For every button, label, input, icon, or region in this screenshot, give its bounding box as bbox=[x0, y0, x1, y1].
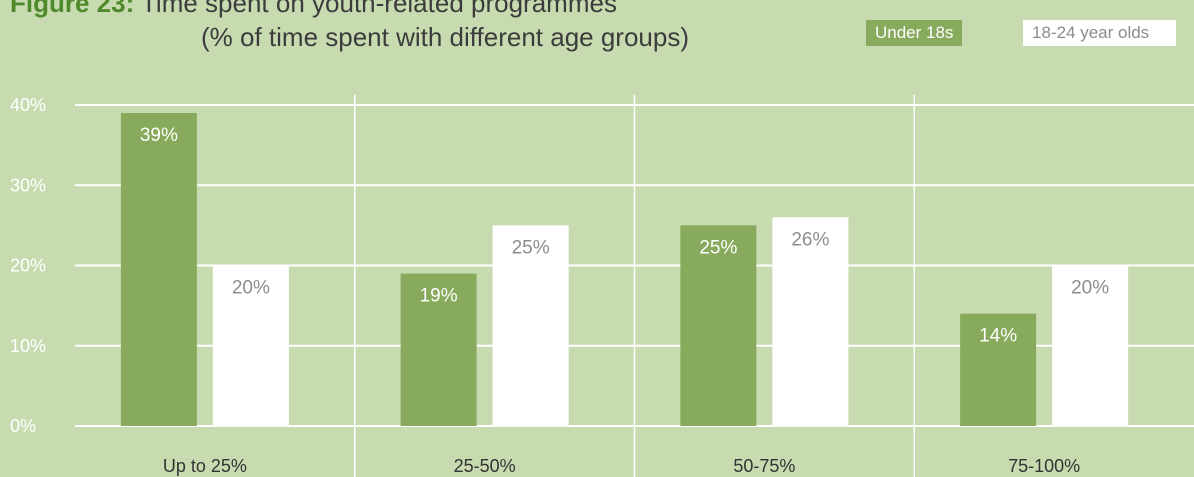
data-label: 14% bbox=[979, 326, 1017, 347]
bar-18-24-0 bbox=[212, 265, 289, 426]
data-label: 19% bbox=[420, 286, 458, 307]
data-label: 26% bbox=[791, 229, 829, 250]
y-tick-label: 20% bbox=[10, 256, 46, 276]
data-label: 20% bbox=[1071, 278, 1109, 299]
y-tick-label: 0% bbox=[10, 416, 36, 436]
data-label: 25% bbox=[699, 237, 737, 258]
data-label: 39% bbox=[140, 125, 178, 146]
legend-18-24: 18-24 year olds bbox=[1023, 20, 1176, 46]
title-line-2: (% of time spent with different age grou… bbox=[201, 22, 689, 52]
bar-under-18s-1 bbox=[400, 273, 477, 426]
title-text: Time spent on youth-related programmes bbox=[141, 0, 617, 18]
data-label: 25% bbox=[512, 237, 550, 258]
y-tick-label: 30% bbox=[10, 175, 46, 195]
figure-number: Figure 23: bbox=[10, 0, 135, 18]
y-tick-label: 40% bbox=[10, 95, 46, 115]
bar-under-18s-3 bbox=[960, 313, 1037, 426]
bar-18-24-3 bbox=[1052, 265, 1129, 426]
x-category-label: 25-50% bbox=[454, 456, 516, 476]
legend-under-18s: Under 18s bbox=[866, 20, 963, 46]
bar-under-18s-0 bbox=[120, 113, 197, 427]
title-line-1: Figure 23: Time spent on youth-related p… bbox=[10, 0, 617, 20]
bar-18-24-1 bbox=[492, 225, 569, 426]
x-category-label: Up to 25% bbox=[163, 456, 247, 476]
data-label: 20% bbox=[232, 278, 270, 299]
y-tick-label: 10% bbox=[10, 336, 46, 356]
bar-under-18s-2 bbox=[680, 225, 757, 426]
x-category-label: 50-75% bbox=[733, 456, 795, 476]
bar-18-24-2 bbox=[772, 217, 849, 426]
x-category-label: 75-100% bbox=[1008, 456, 1080, 476]
